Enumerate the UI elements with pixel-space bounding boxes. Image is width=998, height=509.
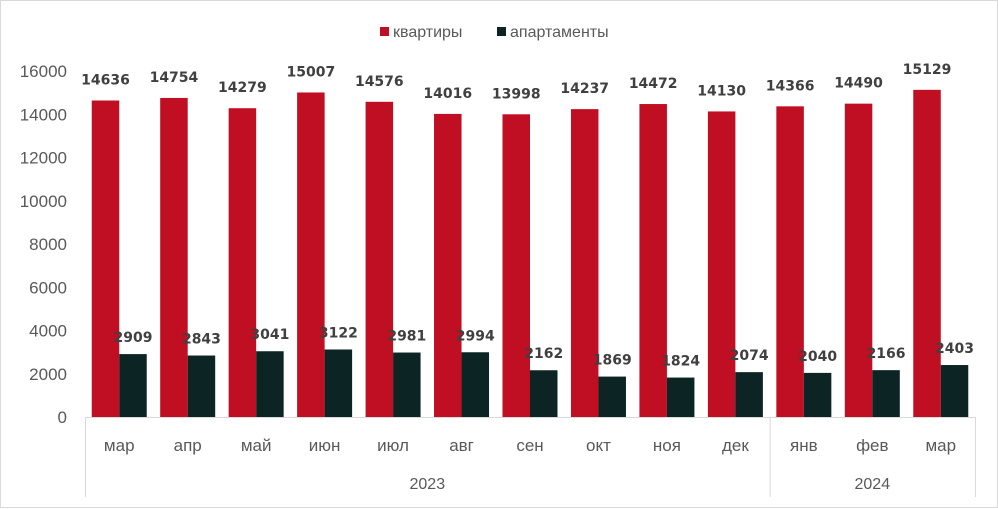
x-tick-label-10: янв — [790, 436, 818, 455]
bar-апартаменты-8 — [666, 377, 695, 417]
data-label-апартаменты-10: 2040 — [798, 349, 837, 365]
data-label-апартаменты-6: 2162 — [524, 346, 563, 362]
bar-квартиры-10 — [776, 106, 804, 417]
bar-квартиры-0 — [91, 100, 120, 418]
bar-квартиры-3 — [297, 92, 325, 417]
x-tick-label-4: июл — [377, 436, 409, 455]
y-tick-label-7: 14000 — [20, 105, 67, 124]
legend-label-квартиры: квартиры — [393, 24, 462, 41]
data-label-апартаменты-9: 2074 — [730, 348, 769, 364]
bar-квартиры-5 — [434, 113, 462, 418]
data-label-апартаменты-11: 2166 — [867, 346, 906, 362]
y-tick-label-4: 8000 — [29, 235, 67, 254]
data-label-квартиры-4: 14576 — [355, 74, 404, 90]
bar-апартаменты-6 — [530, 370, 558, 417]
data-label-квартиры-11: 14490 — [834, 76, 883, 92]
data-label-апартаменты-12: 2403 — [935, 341, 974, 357]
year-label-0: 2023 — [410, 476, 446, 493]
data-label-квартиры-0: 14636 — [81, 72, 130, 88]
data-label-квартиры-9: 14130 — [697, 83, 746, 99]
data-label-квартиры-3: 15007 — [287, 64, 336, 80]
bar-квартиры-7 — [570, 109, 599, 417]
bar-апартаменты-4 — [393, 352, 421, 417]
legend-swatch-апартаменты — [497, 27, 506, 36]
y-tick-label-2: 4000 — [29, 322, 67, 341]
bar-квартиры-11 — [844, 103, 873, 417]
x-tick-label-7: окт — [586, 436, 611, 455]
bar-квартиры-8 — [639, 104, 667, 417]
y-tick-label-0: 0 — [58, 408, 67, 427]
x-tick-label-2: май — [241, 436, 272, 455]
bar-квартиры-2 — [228, 108, 257, 418]
data-label-квартиры-6: 13998 — [492, 86, 541, 102]
data-label-апартаменты-5: 2994 — [456, 328, 495, 344]
bar-апартаменты-5 — [461, 352, 490, 417]
bar-апартаменты-1 — [187, 355, 216, 417]
data-label-апартаменты-2: 3041 — [250, 327, 289, 343]
y-tick-label-1: 2000 — [29, 365, 67, 384]
data-label-квартиры-2: 14279 — [218, 80, 267, 96]
x-tick-label-0: мар — [104, 436, 135, 455]
data-label-апартаменты-0: 2909 — [113, 330, 152, 346]
y-tick-label-8: 16000 — [20, 62, 67, 81]
x-tick-label-6: сен — [516, 436, 543, 455]
data-label-квартиры-1: 14754 — [150, 70, 199, 86]
bar-апартаменты-2 — [256, 351, 284, 417]
data-label-апартаменты-7: 1869 — [593, 353, 632, 369]
bar-апартаменты-7 — [598, 376, 626, 417]
data-label-квартиры-8: 14472 — [629, 76, 678, 92]
bar-апартаменты-12 — [940, 365, 969, 417]
x-tick-label-12: мар — [925, 436, 956, 455]
y-tick-label-5: 10000 — [20, 192, 67, 211]
data-label-квартиры-7: 14237 — [560, 81, 609, 97]
bar-квартиры-6 — [502, 114, 530, 418]
data-label-апартаменты-1: 2843 — [182, 332, 221, 348]
bar-апартаменты-0 — [119, 354, 147, 417]
y-tick-label-3: 6000 — [29, 278, 67, 297]
data-label-апартаменты-8: 1824 — [661, 354, 700, 370]
bar-квартиры-4 — [365, 101, 394, 417]
bar-квартиры-1 — [160, 97, 188, 417]
data-label-квартиры-5: 14016 — [423, 86, 472, 102]
x-tick-label-3: июн — [309, 436, 341, 455]
x-tick-label-8: ноя — [653, 436, 681, 455]
bar-квартиры-12 — [913, 89, 941, 417]
data-label-апартаменты-4: 2981 — [387, 329, 426, 345]
data-label-квартиры-10: 14366 — [766, 78, 815, 94]
bar-апартаменты-11 — [872, 370, 900, 417]
legend-swatch-квартиры — [380, 27, 389, 36]
x-tick-label-9: дек — [722, 436, 749, 455]
bar-апартаменты-10 — [803, 372, 832, 417]
x-tick-label-11: фев — [856, 436, 888, 455]
bar-квартиры-9 — [707, 111, 736, 417]
year-label-1: 2024 — [855, 476, 891, 493]
y-tick-label-6: 12000 — [20, 149, 67, 168]
legend-label-апартаменты: апартаменты — [510, 24, 609, 41]
data-label-апартаменты-3: 3122 — [319, 325, 358, 341]
x-tick-label-1: апр — [174, 436, 202, 455]
x-tick-label-5: авг — [449, 436, 474, 455]
bar-апартаменты-3 — [324, 349, 353, 417]
data-label-квартиры-12: 15129 — [903, 62, 952, 78]
bar-апартаменты-9 — [735, 372, 763, 417]
